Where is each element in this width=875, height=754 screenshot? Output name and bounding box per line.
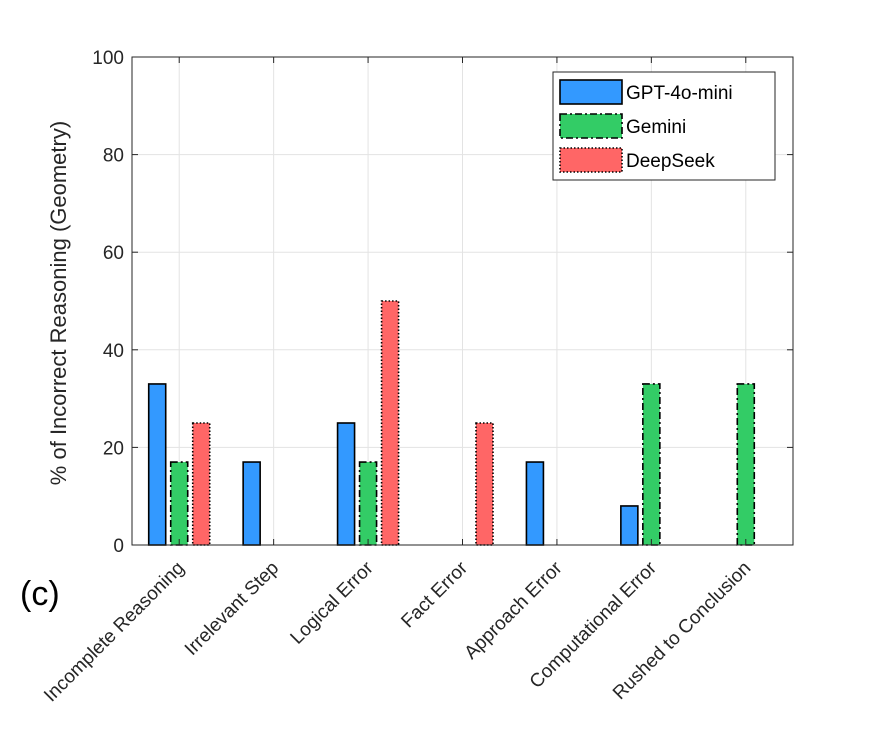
bar-gemini [642,383,661,546]
bar-deepseek [191,422,211,546]
legend: GPT-4o-mini Gemini DeepSeek [552,71,776,181]
y-tick-label: 60 [103,243,124,264]
legend-swatch [559,79,623,105]
x-tick-label: Incomplete Reasoning [40,558,189,707]
bar-gpt-4o-mini [620,505,639,546]
x-tick-label: Approach Error [461,557,567,663]
x-tick-label: Fact Error [397,557,472,632]
bar-gemini [169,461,189,546]
bar-gemini [358,461,378,546]
y-tick-label: 80 [103,146,124,167]
bars [147,300,756,546]
y-tick-label: 40 [103,341,124,362]
x-tick-label: Irrelevant Step [181,558,283,660]
y-axis-label: % of Incorrect Reasoning (Geometry) [46,121,71,485]
bar-gpt-4o-mini [525,461,545,546]
legend-swatch [559,113,623,139]
y-tick-labels: 0 20 40 60 80 100 [92,48,124,557]
bar-deepseek [380,300,400,546]
legend-swatch [559,147,623,173]
legend-label: DeepSeek [626,151,715,172]
bar-deepseek [475,422,494,546]
bar-gpt-4o-mini [336,422,356,546]
x-tick-label: Logical Error [287,557,378,648]
panel-label: (c) [20,575,60,613]
y-tick-label: 20 [103,438,124,459]
bar-gpt-4o-mini [147,383,167,546]
bar-gpt-4o-mini [242,461,261,546]
y-tick-label: 100 [92,48,124,69]
bar-gemini [736,383,756,546]
legend-label: GPT-4o-mini [626,83,733,104]
y-tick-label: 0 [113,536,124,557]
legend-label: Gemini [626,117,686,138]
tick-marks [132,56,793,546]
